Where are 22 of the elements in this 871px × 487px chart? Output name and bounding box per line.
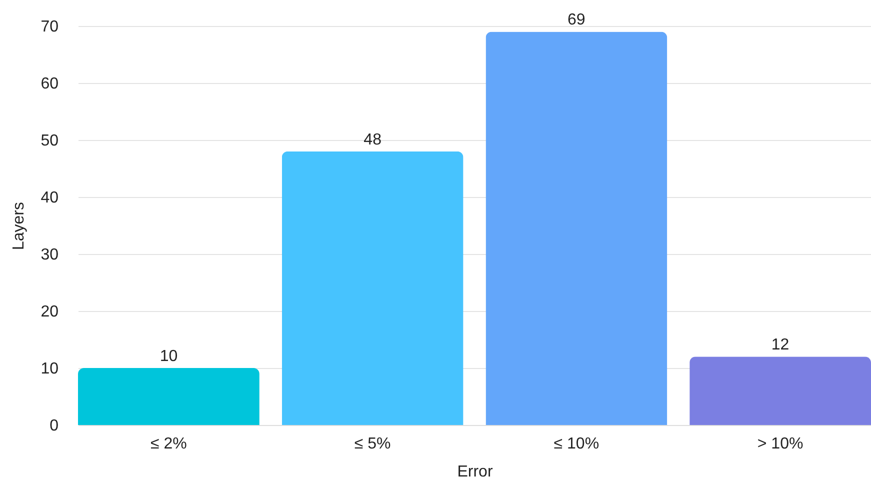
y-tick-label: 40: [40, 190, 59, 206]
data-label: 12: [771, 336, 790, 354]
data-label: 69: [568, 12, 586, 29]
y-tick-label: 10: [40, 360, 59, 378]
y-tick-label: 0: [50, 418, 59, 434]
bar: [78, 368, 260, 425]
y-tick-label: 50: [40, 132, 59, 150]
x-axis-title: Error: [457, 464, 494, 480]
bar: [486, 32, 668, 425]
bar: [690, 356, 871, 425]
x-tick-label: ≤ 5%: [354, 436, 391, 452]
y-tick-label: 20: [40, 304, 59, 320]
y-tick-label: 60: [40, 76, 59, 92]
data-label: 10: [160, 348, 178, 365]
bar: [282, 151, 464, 425]
y-tick-label: 70: [40, 18, 59, 36]
x-tick-label: > 10%: [757, 436, 804, 452]
y-tick-label: 30: [40, 246, 59, 264]
x-tick-label: ≤ 2%: [150, 436, 187, 452]
x-tick-label: ≤ 10%: [554, 436, 600, 452]
data-label: 48: [364, 131, 382, 148]
y-axis-title: Layers: [10, 202, 28, 250]
